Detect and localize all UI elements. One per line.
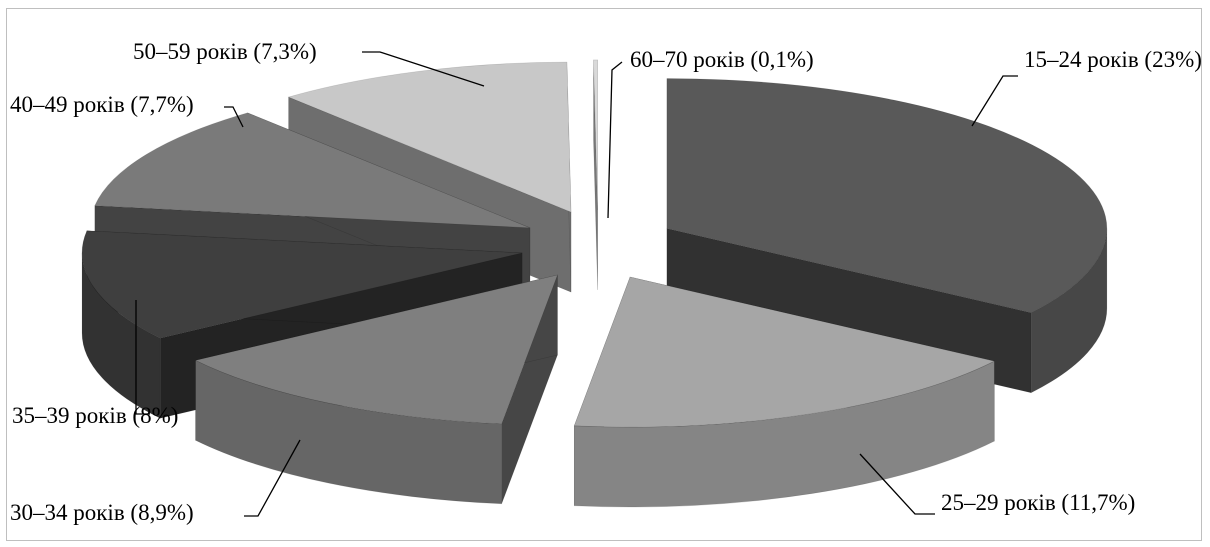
pie-slice-25-29 <box>573 276 996 508</box>
leader-line-50-59 <box>362 51 485 87</box>
leader-line-15-24 <box>971 75 1018 127</box>
slice-top <box>94 112 531 229</box>
data-label-30-34: 30–34 років (8,9%) <box>10 500 194 525</box>
data-label-50-59: 50–59 років (7,3%) <box>133 39 317 64</box>
slice-top <box>666 78 1108 314</box>
data-label-15-24: 15–24 років (23%) <box>1024 47 1202 72</box>
leader-lines <box>135 51 1018 517</box>
data-label-25-29: 25–29 років (11,7%) <box>941 490 1135 515</box>
data-label-40-49: 40–49 років (7,7%) <box>10 92 194 117</box>
leader-line-35-39 <box>135 300 150 415</box>
data-labels: 15–24 років (23%) 25–29 років (11,7%) 30… <box>10 39 1202 525</box>
slice-top <box>573 276 996 428</box>
slice-top <box>593 59 598 210</box>
slice-top <box>287 61 572 213</box>
slice-top <box>194 274 558 425</box>
pie-slices <box>81 59 1108 508</box>
leader-line-30-34 <box>244 439 301 517</box>
data-label-35-39: 35–39 років (8%) <box>12 403 178 428</box>
slice-top <box>81 230 523 339</box>
pie-slice-30-34 <box>194 274 558 505</box>
leader-line-25-29 <box>859 453 935 515</box>
leader-line-40-49 <box>224 106 244 128</box>
data-label-60-70: 60–70 років (0,1%) <box>630 47 814 72</box>
pie-slice-60-70 <box>593 59 598 290</box>
leader-line-60-70 <box>607 61 623 219</box>
